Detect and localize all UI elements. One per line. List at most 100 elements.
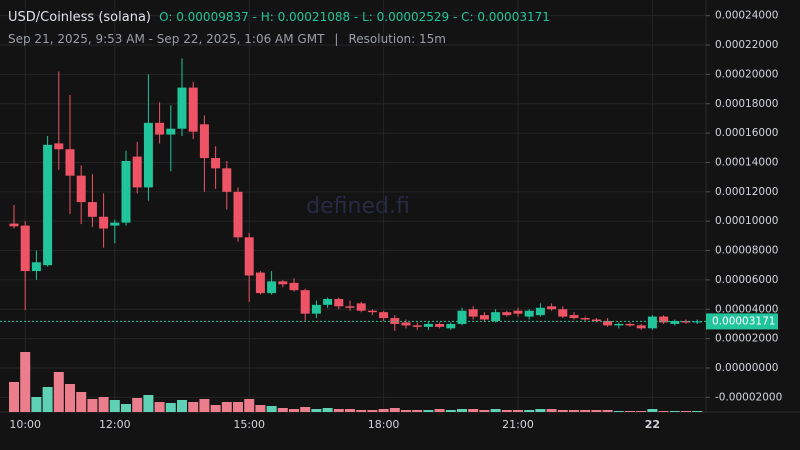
- volume-bar: [457, 409, 467, 412]
- candle-body: [121, 160, 131, 223]
- candle-body: [87, 202, 97, 217]
- volume-bar: [199, 399, 210, 412]
- candle-body: [166, 128, 176, 135]
- volume-bar: [423, 410, 434, 412]
- volume-bar: [221, 402, 232, 412]
- y-tick-label: 0.00016000: [715, 127, 778, 139]
- candle-body: [43, 144, 53, 266]
- candle-body: [491, 312, 501, 321]
- volume-bar: [87, 399, 98, 412]
- y-tick-label: 0.00020000: [715, 68, 778, 80]
- candle-body: [558, 309, 568, 317]
- volume-bar: [557, 410, 568, 412]
- candle-body: [323, 298, 333, 305]
- candle-body: [502, 312, 512, 316]
- volume-bar: [636, 411, 647, 412]
- volume-bar: [289, 409, 299, 412]
- ohlc-summary: O: 0.00009837 - H: 0.00021088 - L: 0.000…: [159, 10, 550, 24]
- volume-bar: [165, 403, 176, 412]
- candle-body: [659, 316, 669, 323]
- candle-body: [300, 290, 310, 314]
- volume-bar: [277, 408, 288, 412]
- candle-body: [356, 303, 366, 311]
- y-tick-label: -0.00002000: [715, 391, 782, 403]
- candle-body: [20, 225, 30, 272]
- last-price-box: [706, 313, 778, 330]
- candle-body: [132, 156, 142, 188]
- volume-bar: [98, 397, 109, 412]
- volume-bar: [31, 397, 42, 412]
- candle-body: [267, 281, 277, 294]
- candle-body: [670, 320, 680, 324]
- candle-body: [110, 222, 120, 226]
- candle-body: [334, 298, 344, 307]
- y-tick-label: 0.00018000: [715, 98, 778, 110]
- pair-title: USD/Coinless (solana): [8, 10, 151, 25]
- volume-bar: [65, 384, 75, 412]
- volume-bar: [658, 411, 669, 412]
- volume-bar: [602, 410, 613, 412]
- watermark: defined.fi: [306, 194, 410, 219]
- candle-body: [614, 323, 624, 326]
- header-title-row: USD/Coinless (solana) O: 0.00009837 - H:…: [8, 10, 550, 25]
- volume-bar: [109, 400, 120, 412]
- volume-bar: [255, 405, 266, 412]
- candle-body: [636, 325, 646, 329]
- volume-bar: [143, 395, 154, 412]
- candle-body: [65, 149, 75, 176]
- candle-body: [379, 312, 389, 319]
- volume-bar: [210, 405, 221, 412]
- candle-body: [569, 315, 579, 319]
- volume-bar: [132, 398, 143, 412]
- candle-body: [603, 320, 613, 326]
- volume-bar: [412, 410, 423, 412]
- candle-body: [289, 282, 299, 291]
- y-tick-label: 0.00024000: [715, 10, 778, 22]
- volume-bar: [490, 409, 501, 412]
- volume-bar: [669, 411, 680, 412]
- volume-bar: [580, 410, 591, 412]
- candle-body: [188, 87, 198, 132]
- volume-bar: [76, 392, 87, 412]
- x-tick-label: 22: [645, 418, 660, 431]
- candle-body: [345, 306, 355, 308]
- x-tick-label: 18:00: [368, 418, 400, 431]
- candle-body: [580, 318, 590, 320]
- candle-body: [211, 158, 221, 169]
- candle-body: [9, 223, 19, 227]
- volume-bar: [378, 409, 389, 412]
- volume-bar: [692, 411, 703, 412]
- candle-body: [435, 323, 445, 327]
- volume-bar: [681, 411, 691, 412]
- volume-bar: [154, 402, 165, 412]
- volume-bar: [367, 410, 378, 412]
- x-tick-label: 15:00: [233, 418, 265, 431]
- last-price-label: 0.00003171: [712, 315, 775, 327]
- volume-bar: [188, 402, 199, 412]
- volume-bar: [501, 410, 512, 412]
- volume-bar: [311, 409, 322, 412]
- volume-bar: [647, 409, 658, 412]
- separator: |: [334, 32, 339, 46]
- candle-body: [367, 310, 377, 313]
- candle-body: [177, 87, 187, 129]
- candle-body: [479, 315, 489, 320]
- volume-bar: [535, 409, 546, 412]
- candle-body: [547, 306, 557, 310]
- resolution: Resolution: 15m: [348, 32, 446, 46]
- candle-body: [99, 216, 109, 229]
- volume-bar: [322, 408, 333, 412]
- y-tick-label: 0.00002000: [715, 333, 778, 345]
- volume-bar: [244, 399, 255, 412]
- volume-bar: [233, 402, 243, 412]
- candle-body: [524, 310, 534, 317]
- date-range: Sep 21, 2025, 9:53 AM - Sep 22, 2025, 1:…: [8, 32, 325, 46]
- volume-bar: [177, 400, 187, 412]
- y-tick-label: 0.00010000: [715, 215, 778, 227]
- candle-body: [31, 262, 41, 272]
- volume-bar: [300, 407, 311, 412]
- y-tick-label: 0.00004000: [715, 303, 778, 315]
- volume-bar: [524, 410, 535, 412]
